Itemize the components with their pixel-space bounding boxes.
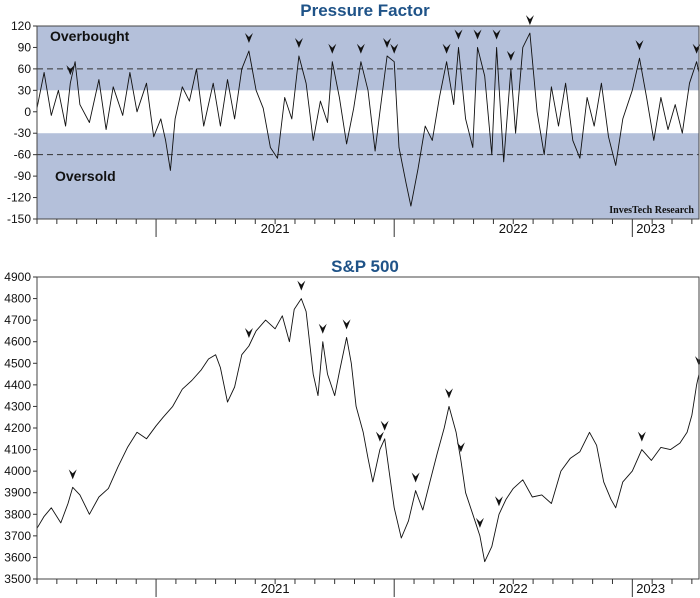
sp500-plot-frame (36, 276, 700, 580)
year-label: 2021 (261, 221, 290, 236)
signal-marker (244, 328, 253, 339)
signal-marker (411, 472, 420, 483)
signal-marker (297, 280, 306, 291)
y-tick-label: 4000 (4, 464, 31, 478)
y-tick-label: 60 (18, 62, 32, 76)
y-tick-label: 3700 (4, 529, 31, 543)
signal-marker (328, 43, 337, 54)
y-tick-label: 90 (18, 40, 32, 54)
signal-marker (456, 442, 465, 453)
year-label: 2023 (636, 581, 665, 596)
signal-marker (68, 469, 77, 480)
year-label: 2022 (499, 221, 528, 236)
signal-marker (442, 43, 451, 54)
signal-marker (492, 29, 501, 40)
signal-marker (375, 431, 384, 442)
pressure-factor-title: Pressure Factor (300, 1, 430, 20)
signal-marker (66, 65, 75, 76)
overbought-zone (37, 26, 699, 91)
signal-marker (318, 323, 327, 334)
y-tick-label: 4100 (4, 443, 31, 457)
signal-marker (342, 319, 351, 330)
pressure-factor-plot-frame (36, 25, 700, 220)
y-tick-label: -30 (14, 126, 32, 140)
signal-marker (494, 496, 503, 507)
signal-marker (390, 43, 399, 54)
signal-marker (383, 38, 392, 49)
y-tick-label: 3800 (4, 507, 31, 521)
sp500-line (36, 298, 700, 563)
y-tick-label: 4600 (4, 335, 31, 349)
signal-marker (525, 15, 534, 26)
y-tick-label: -90 (14, 169, 32, 183)
y-tick-label: -120 (7, 191, 31, 205)
y-tick-label: 4400 (4, 378, 31, 392)
y-tick-label: 0 (24, 105, 31, 119)
year-label: 2021 (261, 581, 290, 596)
y-tick-label: 30 (18, 83, 32, 97)
sp500-title: S&P 500 (331, 257, 399, 276)
y-tick-label: 3600 (4, 550, 31, 564)
signal-marker (244, 33, 253, 44)
signal-marker (454, 29, 463, 40)
signal-marker (380, 420, 389, 431)
signal-marker (475, 517, 484, 528)
sp500-panel: S&P 500 4900 4800 4700 4600 4500 4400 4300 4200… (4, 257, 700, 597)
signal-marker (444, 388, 453, 399)
pressure-factor-line (36, 32, 700, 207)
source-credit: InvesTech Research (609, 205, 694, 216)
signal-marker (506, 50, 515, 61)
y-tick-label: 4300 (4, 399, 31, 413)
signal-marker (637, 431, 646, 442)
y-tick-label: 120 (11, 19, 31, 33)
signal-marker (473, 29, 482, 40)
y-tick-label: 4900 (4, 270, 31, 284)
y-tick-label: 3900 (4, 486, 31, 500)
pressure-factor-panel: Pressure Factor 120 90 60 30 0 -30 -60 -90 -120 -… (7, 1, 700, 237)
signal-marker (294, 38, 303, 49)
year-label: 2023 (636, 221, 665, 236)
signal-marker (635, 40, 644, 51)
oversold-zone (37, 133, 699, 219)
y-tick-label: 4500 (4, 356, 31, 370)
y-tick-label: 4700 (4, 313, 31, 327)
y-tick-label: -60 (14, 148, 32, 162)
y-tick-label: 4200 (4, 421, 31, 435)
y-tick-label: 4800 (4, 292, 31, 306)
y-tick-label: 3500 (4, 572, 31, 586)
year-label: 2022 (499, 581, 528, 596)
signal-marker (692, 43, 700, 54)
signal-marker (356, 43, 365, 54)
y-tick-label: -150 (7, 212, 31, 226)
oversold-label: Oversold (55, 168, 116, 184)
overbought-label: Overbought (50, 28, 130, 44)
